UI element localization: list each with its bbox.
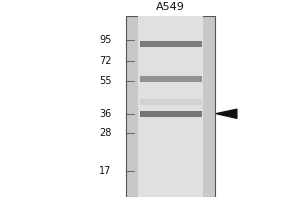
Text: 55: 55 <box>99 76 112 86</box>
Polygon shape <box>216 109 237 118</box>
Text: 36: 36 <box>100 109 112 119</box>
Bar <box>140 99 202 105</box>
Text: A549: A549 <box>156 2 185 12</box>
Bar <box>138 16 203 197</box>
Bar <box>126 16 215 197</box>
Text: 95: 95 <box>99 35 112 45</box>
Bar <box>140 111 202 117</box>
Bar <box>140 41 202 47</box>
Text: 28: 28 <box>99 128 112 138</box>
Bar <box>140 76 202 82</box>
Text: 72: 72 <box>99 56 112 66</box>
Text: 17: 17 <box>99 166 112 176</box>
